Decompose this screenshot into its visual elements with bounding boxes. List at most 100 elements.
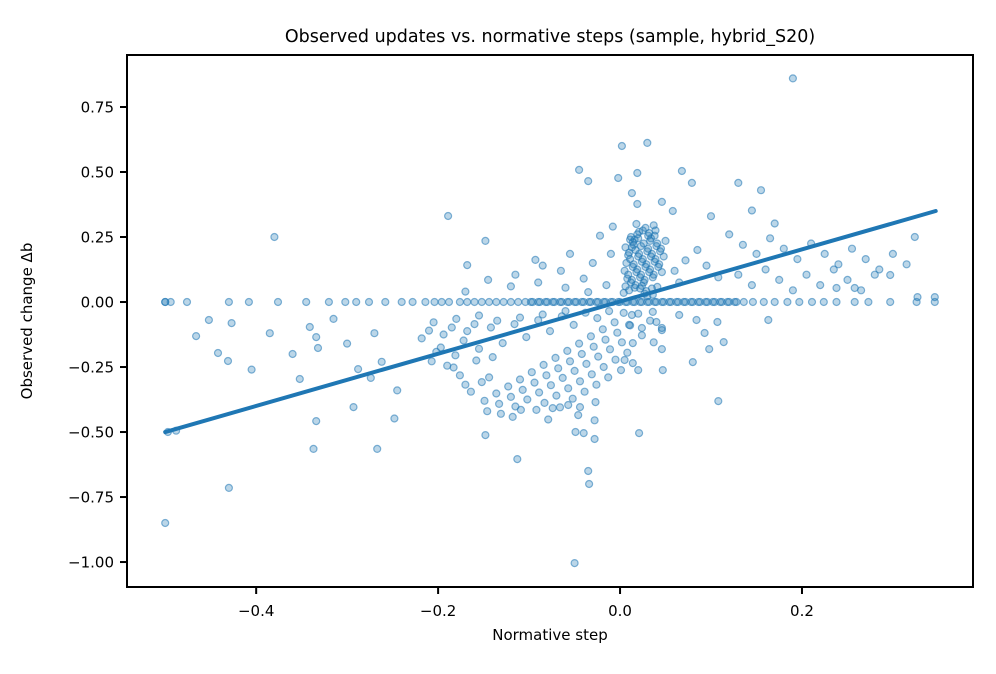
scatter-point xyxy=(574,339,584,348)
scatter-point xyxy=(574,165,584,174)
scatter-point xyxy=(437,297,446,307)
scatter-point xyxy=(748,297,758,307)
x-tick-label: 0.2 xyxy=(790,602,814,620)
scatter-point xyxy=(604,307,614,316)
scatter-point xyxy=(470,320,479,329)
scatter-point xyxy=(461,380,470,389)
y-tick-label: 0.50 xyxy=(81,164,114,182)
scatter-point xyxy=(514,297,523,307)
scatter-point xyxy=(527,368,536,377)
scatter-point xyxy=(602,281,611,290)
scatter-point xyxy=(592,297,601,307)
y-tick-label: −0.75 xyxy=(68,489,114,507)
x-tick-label: −0.2 xyxy=(420,602,456,620)
scatter-point xyxy=(688,358,697,367)
scatter-point xyxy=(591,398,600,407)
scatter-point xyxy=(637,281,647,290)
scatter-point xyxy=(247,365,256,374)
scatter-point xyxy=(459,336,468,345)
scatter-point xyxy=(850,297,859,307)
scatter-point xyxy=(377,357,386,366)
y-tick-label: −1.00 xyxy=(68,554,114,572)
x-tick-label: 0.0 xyxy=(608,602,632,620)
scatter-point xyxy=(714,397,723,406)
scatter-point xyxy=(474,311,484,320)
scatter-point xyxy=(538,261,547,270)
scatter-point xyxy=(816,281,825,290)
scatter-point xyxy=(793,255,802,264)
scatter-point xyxy=(764,315,773,325)
scatter-point xyxy=(570,297,579,307)
scatter-point xyxy=(672,297,681,307)
scatter-point xyxy=(564,384,573,393)
scatter-point xyxy=(611,355,620,364)
scatter-point xyxy=(655,260,664,269)
x-axis-ticks: −0.4 −0.2 0.0 0.2 xyxy=(238,587,814,620)
scatter-point xyxy=(779,244,788,253)
scatter-point xyxy=(506,392,515,401)
scatter-point xyxy=(622,258,631,268)
scatter-point xyxy=(665,297,674,307)
scatter-point xyxy=(542,371,551,380)
scatter-point xyxy=(693,245,702,255)
scatter-point xyxy=(723,297,732,307)
scatter-point xyxy=(470,297,479,307)
y-axis-ticks: −1.00 −0.75 −0.50 −0.25 0.00 0.25 0.50 0.75 xyxy=(68,99,127,572)
scatter-point xyxy=(819,297,828,307)
scatter-point xyxy=(694,297,703,307)
scatter-point xyxy=(429,318,438,327)
scatter-point xyxy=(523,395,532,404)
scatter-point xyxy=(864,297,873,307)
scatter-point xyxy=(270,232,279,242)
scatter-point xyxy=(373,444,382,453)
scatter-point xyxy=(161,518,170,528)
scatter-point xyxy=(652,317,661,327)
scatter-point xyxy=(343,339,352,348)
scatter-point xyxy=(631,245,640,255)
scatter-point xyxy=(584,466,593,476)
scatter-point xyxy=(635,297,645,307)
scatter-point xyxy=(820,249,829,258)
scatter-point xyxy=(752,249,761,258)
scatter-point xyxy=(650,297,659,307)
scatter-point xyxy=(565,249,575,258)
scatter-point xyxy=(493,316,502,325)
scatter-point xyxy=(658,366,667,375)
scatter-point xyxy=(765,234,775,243)
scatter-point xyxy=(556,266,566,275)
scatter-point xyxy=(594,352,603,361)
scatter-point xyxy=(552,391,561,400)
scatter-point xyxy=(312,417,321,426)
scatter-point xyxy=(590,434,599,444)
scatter-point xyxy=(486,323,495,332)
scatter-point xyxy=(590,416,599,425)
scatter-point xyxy=(719,338,728,347)
scatter-point xyxy=(309,444,318,453)
scatter-point xyxy=(759,297,768,307)
scatter-point xyxy=(875,265,884,274)
y-tick-label: 0.00 xyxy=(81,294,114,312)
plot-spine xyxy=(126,54,974,588)
scatter-point xyxy=(701,297,710,307)
x-tick-label: −0.4 xyxy=(238,602,274,620)
scatter-point xyxy=(192,332,201,341)
scatter-point xyxy=(657,326,667,335)
scatter-point xyxy=(617,141,627,151)
scatter-point xyxy=(661,236,670,245)
scatter-point xyxy=(648,307,657,316)
scatter-point xyxy=(397,297,406,307)
scatter-point xyxy=(634,366,643,375)
scatter-point xyxy=(574,411,583,420)
scatter-point xyxy=(534,388,544,397)
scatter-point xyxy=(657,345,667,354)
scatter-point xyxy=(390,414,399,423)
scatter-point xyxy=(614,173,623,183)
scatter-point xyxy=(504,382,513,391)
scatter-point xyxy=(182,297,192,307)
scatter-point xyxy=(481,431,490,440)
scatter-point xyxy=(522,333,531,342)
scatter-point xyxy=(795,297,804,307)
scatter-point xyxy=(770,297,779,307)
scatter-point xyxy=(324,297,333,307)
scatter-point xyxy=(713,317,722,327)
